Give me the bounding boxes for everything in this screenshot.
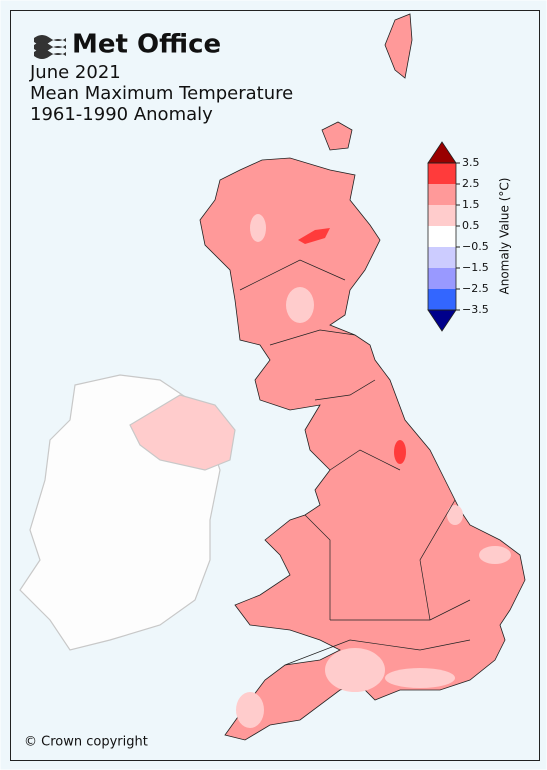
title-line: 1961-1990 Anomaly [30,104,213,125]
logo-text: Met Office [72,30,221,60]
colorbar-segment [428,268,456,289]
anomaly-patch [385,668,455,688]
anomaly-patch [298,228,330,244]
anomaly-patch [286,287,314,323]
colorbar: 3.5 2.5 1.5 0.5 −0.5 −1.5 −2.5 −3.5 [427,141,489,332]
colorbar-tick-label: −1.5 [462,261,489,274]
copyright: © Crown copyright [24,735,148,750]
logo-icon [34,35,66,59]
anomaly-patch [447,505,463,525]
anomaly-patch [394,440,406,464]
colorbar-tick-label: 3.5 [462,156,480,169]
anomaly-patch [236,692,264,728]
map-frame [10,10,540,761]
colorbar-frame [427,162,457,311]
colorbar-tick-label: 2.5 [462,177,480,190]
colorbar-segment [428,205,456,226]
title-line: June 2021 [29,62,121,83]
colorbar-tick-label: −3.5 [462,303,489,316]
colorbar-segment [428,226,456,247]
northern-ireland [129,394,236,471]
colorbar-label: Anomaly Value (°C) [498,178,512,295]
colorbar-tick-label: −2.5 [462,282,489,295]
shetland [384,13,413,79]
anomaly-patch [479,546,511,564]
region-boundary [239,259,471,666]
colorbar-segment [428,163,456,184]
anomaly-patch [250,214,266,242]
colorbar-segment [428,289,456,310]
title-line: Mean Maximum Temperature [30,83,293,104]
colorbar-segment [428,247,456,268]
colorbar-tick-label: 1.5 [462,198,480,211]
map [19,13,526,741]
colorbar-segment [428,184,456,205]
great-britain [199,157,526,741]
colorbar-tick-label: 0.5 [462,219,480,232]
orkney [321,121,353,151]
colorbar-tick-label: −0.5 [462,240,489,253]
anomaly-patch [325,648,385,692]
